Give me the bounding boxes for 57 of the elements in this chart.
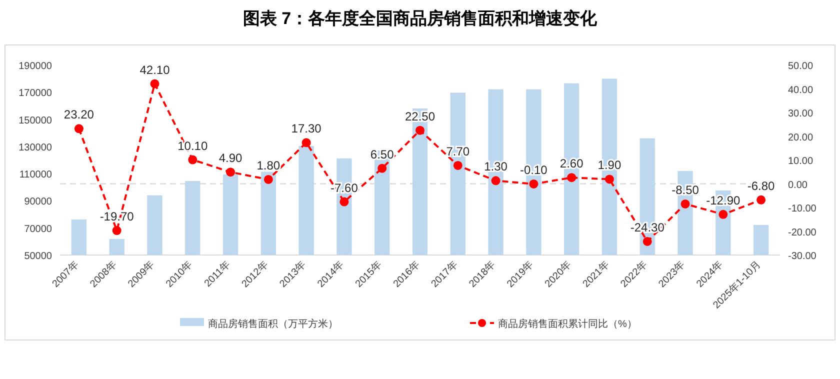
y-tick-label: 50000 bbox=[24, 251, 52, 262]
point bbox=[680, 199, 690, 208]
data-label: 23.20 bbox=[64, 108, 94, 122]
data-label: 1.30 bbox=[484, 160, 508, 174]
y-tick-label: 70000 bbox=[24, 224, 52, 235]
data-label: -7.60 bbox=[330, 180, 358, 195]
y-tick-label: 110000 bbox=[19, 170, 52, 181]
point bbox=[112, 226, 122, 236]
data-label: 42.10 bbox=[140, 62, 170, 77]
y2-tick-label: -20.00 bbox=[788, 227, 817, 238]
data-label: 1.80 bbox=[256, 158, 280, 172]
data-label: -8.50 bbox=[672, 182, 700, 197]
y2-tick-label: 40.00 bbox=[788, 84, 814, 96]
y-tick-label: 130000 bbox=[18, 142, 52, 154]
y2-tick-label: -30.00 bbox=[788, 251, 817, 262]
data-label: 2.60 bbox=[560, 156, 584, 171]
data-label: 10.10 bbox=[178, 138, 208, 153]
point bbox=[604, 174, 614, 184]
y2-tick-label: 20.00 bbox=[788, 132, 814, 144]
point bbox=[567, 173, 576, 182]
point bbox=[756, 195, 766, 204]
y-tick-label: 150000 bbox=[18, 115, 52, 126]
legend-label: 商品房销售面积累计同比（%） bbox=[498, 318, 637, 330]
data-label: 1.90 bbox=[598, 158, 622, 172]
point bbox=[491, 176, 500, 186]
point bbox=[150, 79, 160, 88]
data-label: -0.10 bbox=[520, 162, 548, 177]
point bbox=[340, 197, 349, 206]
data-label: -6.80 bbox=[747, 178, 776, 193]
point bbox=[718, 210, 728, 219]
y-tick-label: 190000 bbox=[18, 61, 52, 72]
point bbox=[74, 124, 84, 134]
data-label: 6.50 bbox=[370, 147, 394, 162]
point bbox=[642, 236, 652, 246]
data-label: 7.70 bbox=[446, 144, 470, 158]
point bbox=[416, 126, 424, 135]
data-label: 17.30 bbox=[291, 122, 322, 136]
chart-title: 图表 7：各年度全国商品房销售面积和增速变化 bbox=[242, 9, 598, 28]
point bbox=[226, 168, 236, 177]
y2-tick-label: 30.00 bbox=[788, 108, 814, 120]
point bbox=[302, 138, 311, 148]
y2-tick-label: 0.00 bbox=[788, 180, 808, 191]
y2-tick-label: -10.00 bbox=[788, 204, 817, 214]
data-label: -24.30 bbox=[630, 220, 665, 234]
point bbox=[188, 155, 198, 164]
y-tick-label: 90000 bbox=[24, 196, 52, 208]
data-label: 4.90 bbox=[218, 151, 243, 166]
data-label: -12.90 bbox=[706, 193, 740, 208]
legend-label: 商品房销售面积（万平方米） bbox=[208, 318, 338, 330]
y-tick-label: 170000 bbox=[18, 88, 52, 100]
y2-tick-label: 10.00 bbox=[788, 156, 814, 167]
data-label: 22.50 bbox=[404, 109, 436, 124]
point bbox=[529, 179, 538, 188]
y2-tick-label: 50.00 bbox=[788, 61, 814, 72]
point bbox=[378, 164, 387, 173]
point bbox=[453, 160, 462, 170]
point bbox=[264, 174, 273, 184]
